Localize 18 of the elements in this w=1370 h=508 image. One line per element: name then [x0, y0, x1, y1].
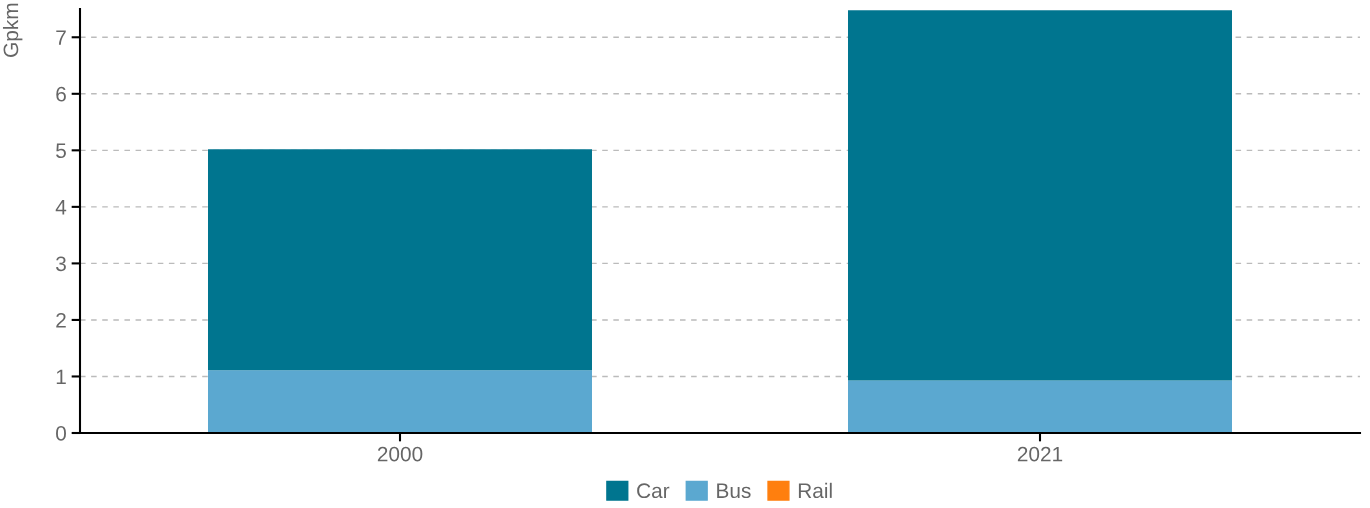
- legend-label: Bus: [717, 483, 751, 499]
- legend-label: Rail: [798, 482, 832, 499]
- bar: [208, 149, 592, 371]
- x-tick-label: 2000: [377, 446, 423, 462]
- bar: [848, 380, 1232, 433]
- x-tick-label: 2021: [1017, 446, 1063, 462]
- y-tick-label: 2: [56, 312, 66, 328]
- y-tick-label: 0: [56, 426, 66, 441]
- y-tick-label: 4: [55, 200, 67, 215]
- legend-label: Car: [637, 483, 670, 499]
- y-tick-label: 1: [56, 369, 66, 385]
- y-tick-label: 3: [56, 256, 66, 272]
- y-tick-label: 5: [56, 143, 66, 159]
- bar: [208, 370, 592, 433]
- y-tick-label: 7: [56, 30, 66, 45]
- bar: [848, 10, 1232, 381]
- y-axis-title: Gpkm: [2, 3, 23, 57]
- y-tick-label: 6: [56, 86, 66, 102]
